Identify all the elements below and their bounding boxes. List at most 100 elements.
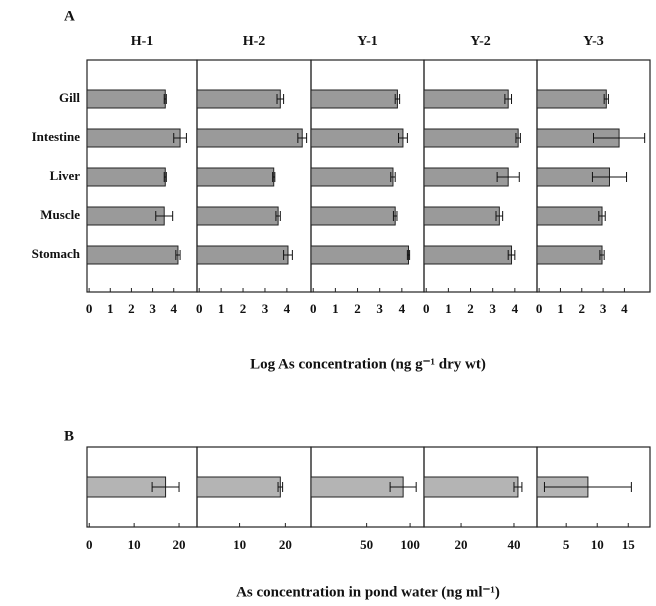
error-bar [151, 482, 180, 492]
error-bar [276, 94, 285, 104]
bar [310, 167, 394, 187]
category-label: Stomach [32, 246, 81, 261]
error-bar [495, 211, 504, 221]
x-tick-label: 0 [423, 301, 430, 316]
x-tick-label: 3 [376, 301, 383, 316]
category-label: Gill [59, 90, 80, 105]
bar [310, 476, 404, 498]
x-tick-label: 20 [455, 537, 468, 552]
x-tick-label: 3 [489, 301, 496, 316]
bar [86, 245, 179, 265]
error-bar [598, 211, 606, 221]
error-bar [496, 172, 520, 182]
bar [536, 245, 603, 265]
x-tick-label: 0 [86, 537, 93, 552]
bar [423, 89, 509, 109]
error-bar [603, 94, 609, 104]
error-bar [392, 211, 398, 221]
x-tick-label: 0 [196, 301, 203, 316]
error-bar [163, 172, 167, 182]
error-bar [593, 133, 646, 143]
x-tick-label: 0 [310, 301, 317, 316]
error-bar [406, 250, 411, 260]
error-bar [283, 250, 293, 260]
error-bar [277, 482, 284, 492]
x-axis-label: As concentration in pond water (ng ml⁻¹) [236, 584, 500, 600]
x-tick-label: 0 [86, 301, 93, 316]
bar [196, 206, 279, 226]
x-tick-label: 4 [284, 301, 291, 316]
facet-title: Y-3 [583, 34, 604, 49]
error-bar [599, 250, 605, 260]
panel-label: B [64, 428, 74, 444]
x-tick-label: 10 [233, 537, 246, 552]
bar [196, 128, 303, 148]
error-bar [389, 482, 417, 492]
x-tick-label: 15 [622, 537, 636, 552]
x-tick-label: 1 [332, 301, 339, 316]
x-tick-label: 1 [445, 301, 452, 316]
error-bar [275, 211, 281, 221]
panel-label: A [64, 8, 75, 24]
facet-title: H-2 [243, 34, 266, 49]
bar [196, 167, 275, 187]
error-bar [163, 94, 167, 104]
bar [86, 206, 165, 226]
x-tick-label: 3 [149, 301, 156, 316]
error-bar [591, 172, 628, 182]
x-tick-label: 1 [218, 301, 225, 316]
bar [310, 206, 396, 226]
bar [310, 89, 398, 109]
bar [86, 89, 166, 109]
facet-title: Y-1 [357, 34, 378, 49]
x-tick-label: 100 [400, 537, 420, 552]
bar [196, 476, 281, 498]
error-bar [297, 133, 308, 143]
x-tick-label: 2 [240, 301, 247, 316]
x-tick-label: 3 [600, 301, 607, 316]
category-label: Muscle [40, 207, 80, 222]
bar [423, 167, 509, 187]
x-tick-label: 10 [128, 537, 141, 552]
error-bar [504, 94, 513, 104]
x-tick-label: 4 [621, 301, 628, 316]
bar [423, 476, 519, 498]
x-tick-label: 4 [170, 301, 177, 316]
error-bar [390, 172, 396, 182]
x-tick-label: 2 [579, 301, 586, 316]
x-tick-label: 3 [262, 301, 269, 316]
bar [310, 128, 404, 148]
category-label: Intestine [32, 129, 81, 144]
x-tick-label: 4 [512, 301, 519, 316]
bar [86, 167, 166, 187]
bar [86, 128, 181, 148]
x-tick-label: 2 [354, 301, 361, 316]
bar [536, 206, 603, 226]
facet-title: Y-2 [470, 34, 491, 49]
bar [423, 128, 519, 148]
x-tick-label: 1 [557, 301, 564, 316]
bar [196, 89, 281, 109]
error-bar [513, 482, 523, 492]
x-tick-label: 2 [467, 301, 474, 316]
facet-title: H-1 [131, 34, 154, 49]
bar [536, 89, 607, 109]
error-bar [507, 250, 516, 260]
error-bar [272, 172, 276, 182]
x-tick-label: 1 [107, 301, 114, 316]
error-bar [543, 482, 632, 492]
error-bar [515, 133, 521, 143]
x-tick-label: 20 [173, 537, 186, 552]
error-bar [394, 94, 401, 104]
x-tick-label: 0 [536, 301, 543, 316]
error-bar [173, 133, 187, 143]
error-bar [398, 133, 408, 143]
x-tick-label: 4 [399, 301, 406, 316]
x-tick-label: 2 [128, 301, 135, 316]
bar [423, 206, 500, 226]
x-tick-label: 20 [279, 537, 292, 552]
x-tick-label: 50 [360, 537, 373, 552]
bar [310, 245, 409, 265]
x-tick-label: 10 [591, 537, 604, 552]
error-bar [155, 211, 174, 221]
